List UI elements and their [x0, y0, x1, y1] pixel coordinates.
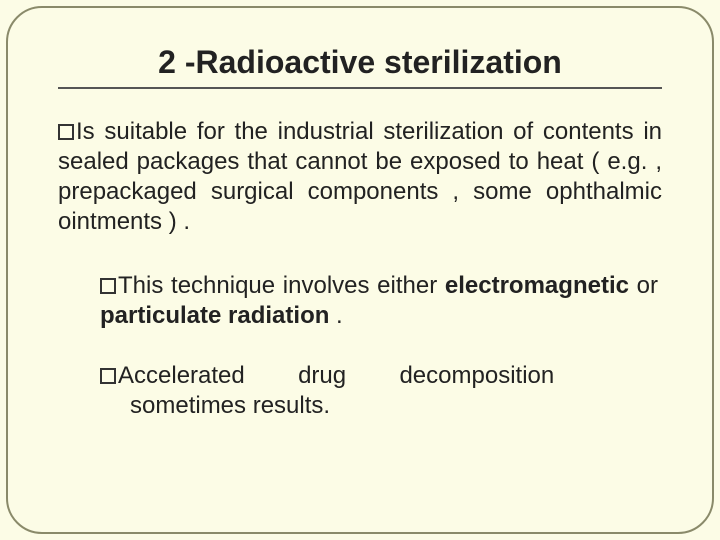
sub1-lead: This technique involves either [118, 272, 445, 299]
sub-item-1: This technique involves either electroma… [100, 271, 658, 331]
slide-title: 2 -Radioactive sterilization [58, 44, 662, 89]
sub2-line2: sometimes results. [100, 391, 658, 421]
sub1-bold1: electromagnetic [445, 272, 629, 299]
bullet-icon [100, 278, 116, 294]
bullet-icon [100, 368, 116, 384]
sub1-mid: or [629, 272, 658, 299]
slide-frame: 2 -Radioactive sterilization Is suitable… [6, 6, 714, 534]
sub1-bold2: particulate radiation [100, 302, 329, 329]
sub-list: This technique involves either electroma… [58, 271, 662, 421]
sub1-tail: . [329, 302, 342, 329]
bullet-icon [58, 124, 74, 140]
main-paragraph: Is suitable for the industrial steriliza… [58, 117, 662, 237]
main-paragraph-text: Is suitable for the industrial steriliza… [58, 118, 662, 235]
sub-item-2: Accelerated drug decomposition sometimes… [100, 361, 658, 421]
sub2-line1: Accelerated drug decomposition [118, 362, 554, 389]
